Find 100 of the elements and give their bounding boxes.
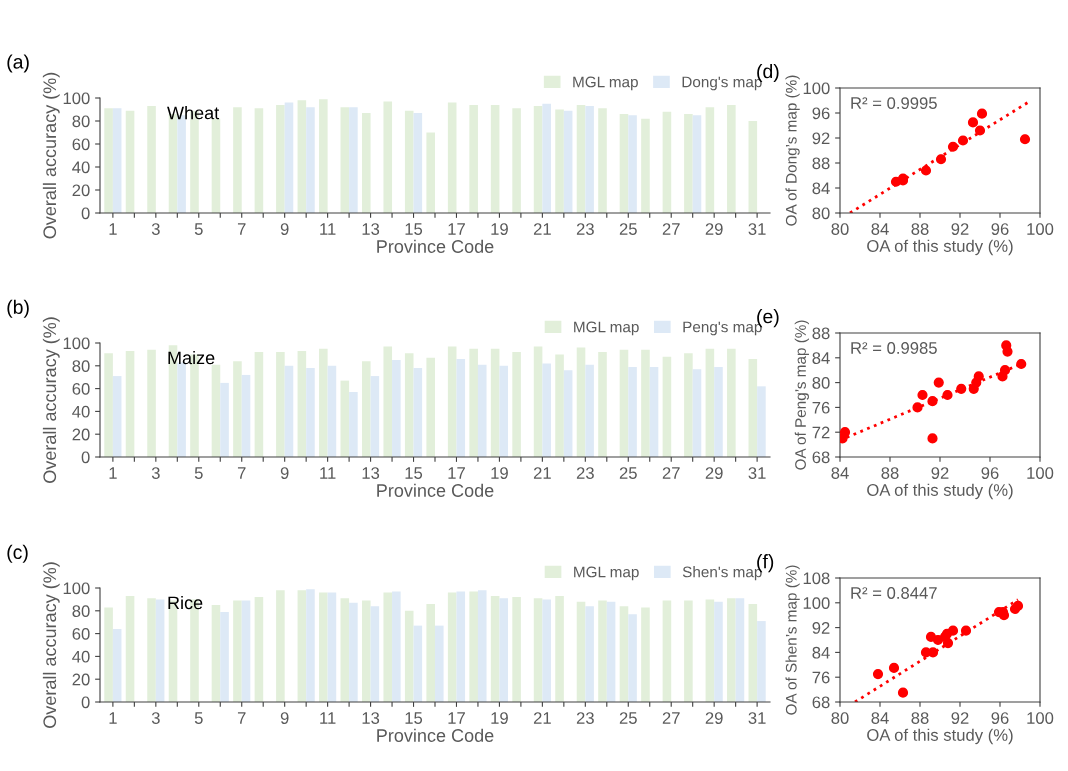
- x-tick-label: 92: [951, 223, 969, 235]
- x-tick-label: 13: [362, 467, 380, 479]
- legend-label: MGL map: [573, 76, 638, 91]
- x-tick-label: 27: [662, 467, 680, 479]
- x-tick-label: 25: [619, 712, 637, 724]
- y-tick-label: 20: [72, 673, 90, 686]
- x-tick-label: 9: [280, 712, 289, 724]
- y-tick-label: 88: [812, 327, 830, 340]
- x-tick-label: 25: [619, 467, 637, 479]
- x-tick-label: 15: [405, 712, 423, 724]
- y-tick-label: 80: [72, 115, 90, 128]
- y-tick-label: 80: [812, 377, 830, 389]
- x-tick-label: 21: [533, 467, 551, 479]
- y-tick-label: 68: [812, 451, 830, 464]
- y-tick-label: 60: [72, 628, 90, 640]
- y-tick-label: 92: [812, 132, 830, 145]
- y-tick-label: 100: [63, 582, 90, 595]
- x-tick-label: 80: [831, 223, 849, 235]
- x-tick-label: 29: [705, 467, 723, 479]
- y-tick-label: 88: [812, 157, 830, 170]
- x-tick-label: 84: [831, 467, 849, 479]
- x-tick-label: 17: [448, 712, 465, 724]
- y-tick-label: 0: [81, 451, 90, 464]
- chart-title: Wheat: [167, 106, 220, 120]
- y-tick-label: 20: [72, 428, 90, 441]
- text: (a): [7, 54, 29, 73]
- x-tick-label: 13: [362, 712, 380, 724]
- y-tick-label: 80: [72, 605, 90, 617]
- x-tick-label: 27: [662, 223, 680, 235]
- legend-label: MGL map: [574, 321, 639, 336]
- x-tick-label: 3: [151, 712, 160, 724]
- y-tick-label: 40: [72, 650, 90, 663]
- x-tick-label: 84: [871, 712, 889, 724]
- y-tick-label: 100: [63, 92, 90, 105]
- x-tick-label: 17: [448, 223, 465, 235]
- x-tick-label: 15: [405, 223, 423, 235]
- annotation: R² = 0.9995: [851, 97, 937, 109]
- x-tick-label: 29: [705, 223, 723, 235]
- x-tick-label: 88: [911, 223, 929, 235]
- x-tick-label: 19: [491, 712, 508, 724]
- y-tick-label: 100: [63, 337, 90, 350]
- x-tick-label: 27: [662, 712, 680, 724]
- x-tick-label: 80: [831, 712, 849, 724]
- y-axis-title: OA of Peng’s map (%): [794, 320, 809, 470]
- x-axis-title: Province Code: [377, 728, 494, 742]
- x-tick-label: 11: [320, 223, 336, 235]
- y-tick-label: 40: [72, 405, 90, 418]
- x-tick-label: 1: [109, 712, 117, 724]
- x-tick-label: 96: [991, 712, 1009, 724]
- y-tick-label: 20: [72, 184, 90, 197]
- x-axis-title: OA of this study (%): [867, 728, 1013, 745]
- y-tick-label: 108: [803, 572, 830, 585]
- x-tick-label: 5: [194, 712, 203, 724]
- text: (c): [7, 544, 28, 563]
- chart-title: Maize: [168, 350, 215, 365]
- y-tick-label: 72: [812, 426, 830, 439]
- y-tick-label: 76: [812, 671, 830, 684]
- legend-label: MGL map: [574, 566, 639, 581]
- chart-title: Rice: [168, 595, 203, 610]
- x-tick-label: 7: [237, 223, 246, 235]
- x-tick-label: 100: [1027, 712, 1054, 724]
- y-axis-title: Overall accuracy (%): [42, 562, 60, 728]
- y-tick-label: 60: [72, 138, 90, 151]
- x-tick-label: 11: [320, 712, 336, 724]
- x-tick-label: 3: [151, 467, 160, 479]
- x-tick-label: 23: [576, 223, 594, 235]
- y-axis-title: OA of Shen’s map (%): [785, 565, 800, 715]
- y-tick-label: 84: [812, 352, 830, 364]
- x-axis-title: OA of this study (%): [867, 239, 1013, 256]
- x-tick-label: 25: [619, 223, 637, 235]
- y-tick-label: 96: [812, 107, 830, 120]
- x-tick-label: 7: [237, 712, 246, 724]
- x-tick-label: 96: [981, 467, 999, 479]
- y-tick-label: 100: [803, 82, 830, 95]
- x-tick-label: 11: [320, 467, 336, 479]
- x-tick-label: 29: [705, 712, 723, 724]
- y-tick-label: 80: [812, 207, 830, 220]
- y-tick-label: 40: [72, 161, 90, 174]
- x-tick-label: 96: [991, 223, 1009, 235]
- x-tick-label: 31: [748, 467, 766, 479]
- x-tick-label: 19: [491, 223, 508, 235]
- y-tick-label: 0: [81, 207, 90, 220]
- x-tick-label: 21: [533, 223, 551, 235]
- y-axis-title: Overall accuracy (%): [42, 317, 60, 483]
- x-tick-label: 9: [280, 223, 289, 235]
- x-tick-label: 31: [748, 712, 766, 724]
- x-axis-title: OA of this study (%): [867, 483, 1013, 500]
- y-axis-title: Overall accuracy (%): [42, 72, 60, 239]
- annotation: R² = 0.8447: [851, 587, 937, 599]
- x-tick-label: 3: [151, 223, 160, 235]
- x-tick-label: 19: [491, 467, 508, 479]
- x-tick-label: 88: [881, 467, 899, 479]
- x-axis-title: Province Code: [377, 239, 494, 253]
- x-tick-label: 84: [871, 223, 889, 235]
- y-tick-label: 76: [812, 401, 830, 414]
- x-tick-label: 100: [1027, 467, 1054, 479]
- annotation: R² = 0.9985: [851, 342, 937, 354]
- x-tick-label: 1: [109, 223, 117, 235]
- x-tick-label: 92: [931, 467, 949, 479]
- y-tick-label: 100: [803, 597, 830, 609]
